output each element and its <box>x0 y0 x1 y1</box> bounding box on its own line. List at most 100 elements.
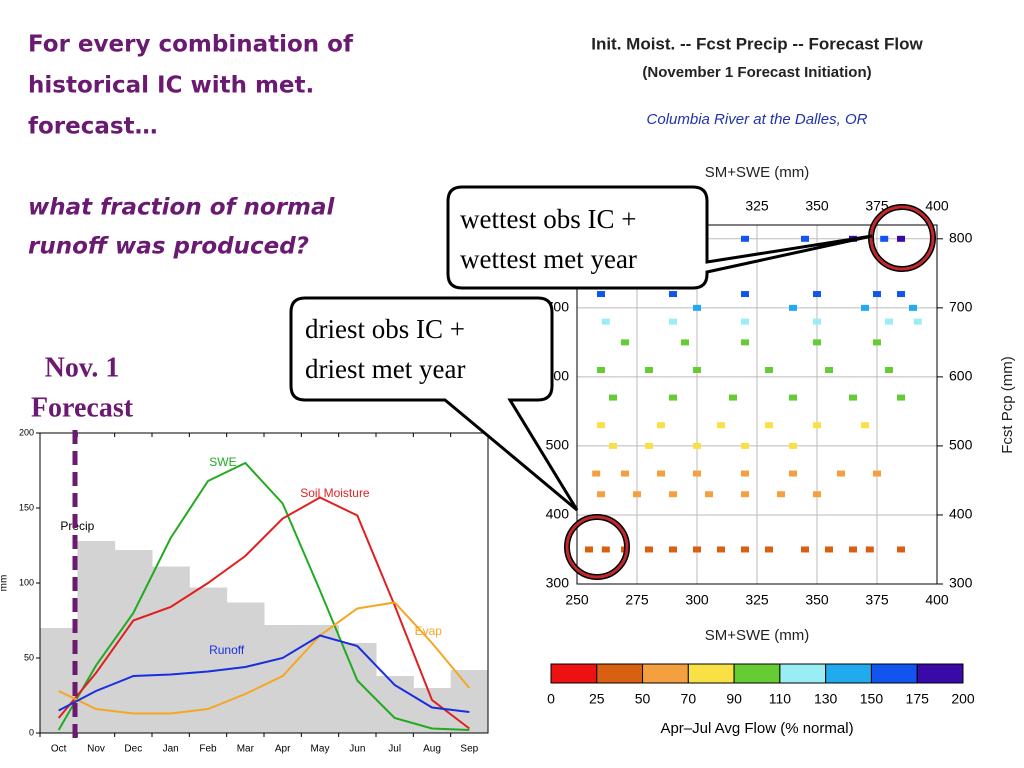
heading-line: forecast… <box>28 114 158 140</box>
colorbar-box <box>596 663 644 684</box>
precip-bar <box>264 625 302 733</box>
scatter-point <box>693 546 701 553</box>
y-tick-label: 50 <box>24 652 34 662</box>
x-tick-label: Sep <box>460 744 478 755</box>
scatter-point <box>621 339 629 346</box>
scatter-point <box>741 291 749 298</box>
scatter-point <box>825 366 833 373</box>
x-tick-label: 275 <box>625 592 649 608</box>
scatter-point <box>601 546 610 553</box>
precip-bar <box>152 566 190 733</box>
colorbar-label: 70 <box>681 691 697 707</box>
x-tick-label: Jun <box>349 744 365 755</box>
x-tick-label: 325 <box>745 198 769 214</box>
y-axis-label: Fcst Pcp (mm) <box>999 356 1016 454</box>
series-label: Runoff <box>209 643 245 657</box>
scatter-point <box>897 235 905 242</box>
chart-title: Init. Moist. -- Fcst Precip -- Forecast … <box>591 34 923 53</box>
callout-box <box>289 296 579 512</box>
x-tick-label: 400 <box>925 198 949 214</box>
scatter-point <box>741 470 749 477</box>
scatter-point <box>681 339 689 346</box>
x-axis-label: SM+SWE (mm) <box>705 627 810 644</box>
scatter-point <box>801 235 809 242</box>
y-tick-label: 500 <box>949 437 973 453</box>
scatter-point <box>873 339 881 346</box>
scatter-point <box>813 422 821 429</box>
scatter-point <box>777 491 785 498</box>
scatter-point <box>813 491 821 498</box>
x-tick-label: 375 <box>865 198 889 214</box>
series-line <box>57 461 470 731</box>
scatter-point <box>897 546 905 553</box>
y-tick-label: 600 <box>949 368 973 384</box>
question-line: runoff was produced? <box>28 234 309 260</box>
scatter-point <box>729 394 737 401</box>
scatter-point <box>765 366 773 373</box>
scatter-point <box>897 291 905 298</box>
scatter-point <box>789 442 797 449</box>
x-tick-label: 400 <box>925 592 949 608</box>
scatter-point <box>597 366 605 373</box>
colorbar-label: 175 <box>906 691 930 707</box>
highlight-ring <box>565 515 629 579</box>
chart-location: Columbia River at the Dalles, OR <box>647 111 868 128</box>
y-tick-label: 400 <box>546 506 570 522</box>
forecast-label: Forecast <box>31 392 134 423</box>
scatter-point <box>765 422 773 429</box>
callout-text: driest met year <box>305 354 465 384</box>
scatter-point <box>645 546 653 553</box>
scatter-point <box>880 235 889 242</box>
series-label: Evap <box>415 624 443 638</box>
scatter-point <box>873 470 881 477</box>
scatter-point <box>693 366 701 373</box>
series-line <box>58 634 470 713</box>
x-tick-label: Mar <box>237 744 255 755</box>
colorbar-box <box>825 663 872 684</box>
x-tick-label: 375 <box>865 592 889 608</box>
scatter-point <box>705 491 713 498</box>
y-tick-label: 100 <box>19 577 34 587</box>
scatter-point <box>669 491 677 498</box>
scatter-point <box>897 394 905 401</box>
scatter-point <box>741 546 749 553</box>
scatter-point <box>601 318 610 325</box>
scatter-point <box>813 318 821 325</box>
colorbar-label: 25 <box>589 691 605 707</box>
scatter-point <box>597 422 605 429</box>
scatter-point <box>693 442 701 449</box>
colorbar-box <box>779 663 827 684</box>
scatter-point <box>837 470 845 477</box>
callout-text: wettest obs IC + <box>460 204 636 234</box>
highlight-ring <box>869 205 935 271</box>
scatter-point <box>765 546 773 553</box>
scatter-point <box>669 291 677 298</box>
scatter-point <box>585 546 593 553</box>
scatter-point <box>885 366 893 373</box>
scatter-point <box>657 422 665 429</box>
scatter-point <box>645 442 653 449</box>
callout: wettest obs IC + wettest met year <box>446 185 873 290</box>
scatter-point <box>873 291 881 298</box>
scatter-point <box>669 318 677 325</box>
x-tick-label: Jan <box>163 744 179 755</box>
scatter-point <box>849 394 857 401</box>
precip-bar <box>338 643 377 733</box>
precip-bar <box>114 550 153 733</box>
series-label: SWE <box>209 455 236 469</box>
forecast-label: Nov. 1 <box>45 352 120 383</box>
colorbar-box <box>916 663 964 684</box>
y-tick-label: 400 <box>949 506 973 522</box>
scatter-point <box>669 546 677 553</box>
callout-box <box>446 185 873 290</box>
scatter-point <box>633 491 641 498</box>
scatter-point <box>669 394 677 401</box>
precip-bar <box>450 670 489 733</box>
y-tick-label: 0 <box>29 727 34 737</box>
scatter-point <box>657 470 665 477</box>
colorbar-box <box>550 663 598 684</box>
y-tick-label: 150 <box>19 502 34 512</box>
scatter-point <box>789 304 797 311</box>
colorbar-label: 110 <box>769 691 792 707</box>
chart-subtitle: (November 1 Forecast Initiation) <box>642 64 871 81</box>
